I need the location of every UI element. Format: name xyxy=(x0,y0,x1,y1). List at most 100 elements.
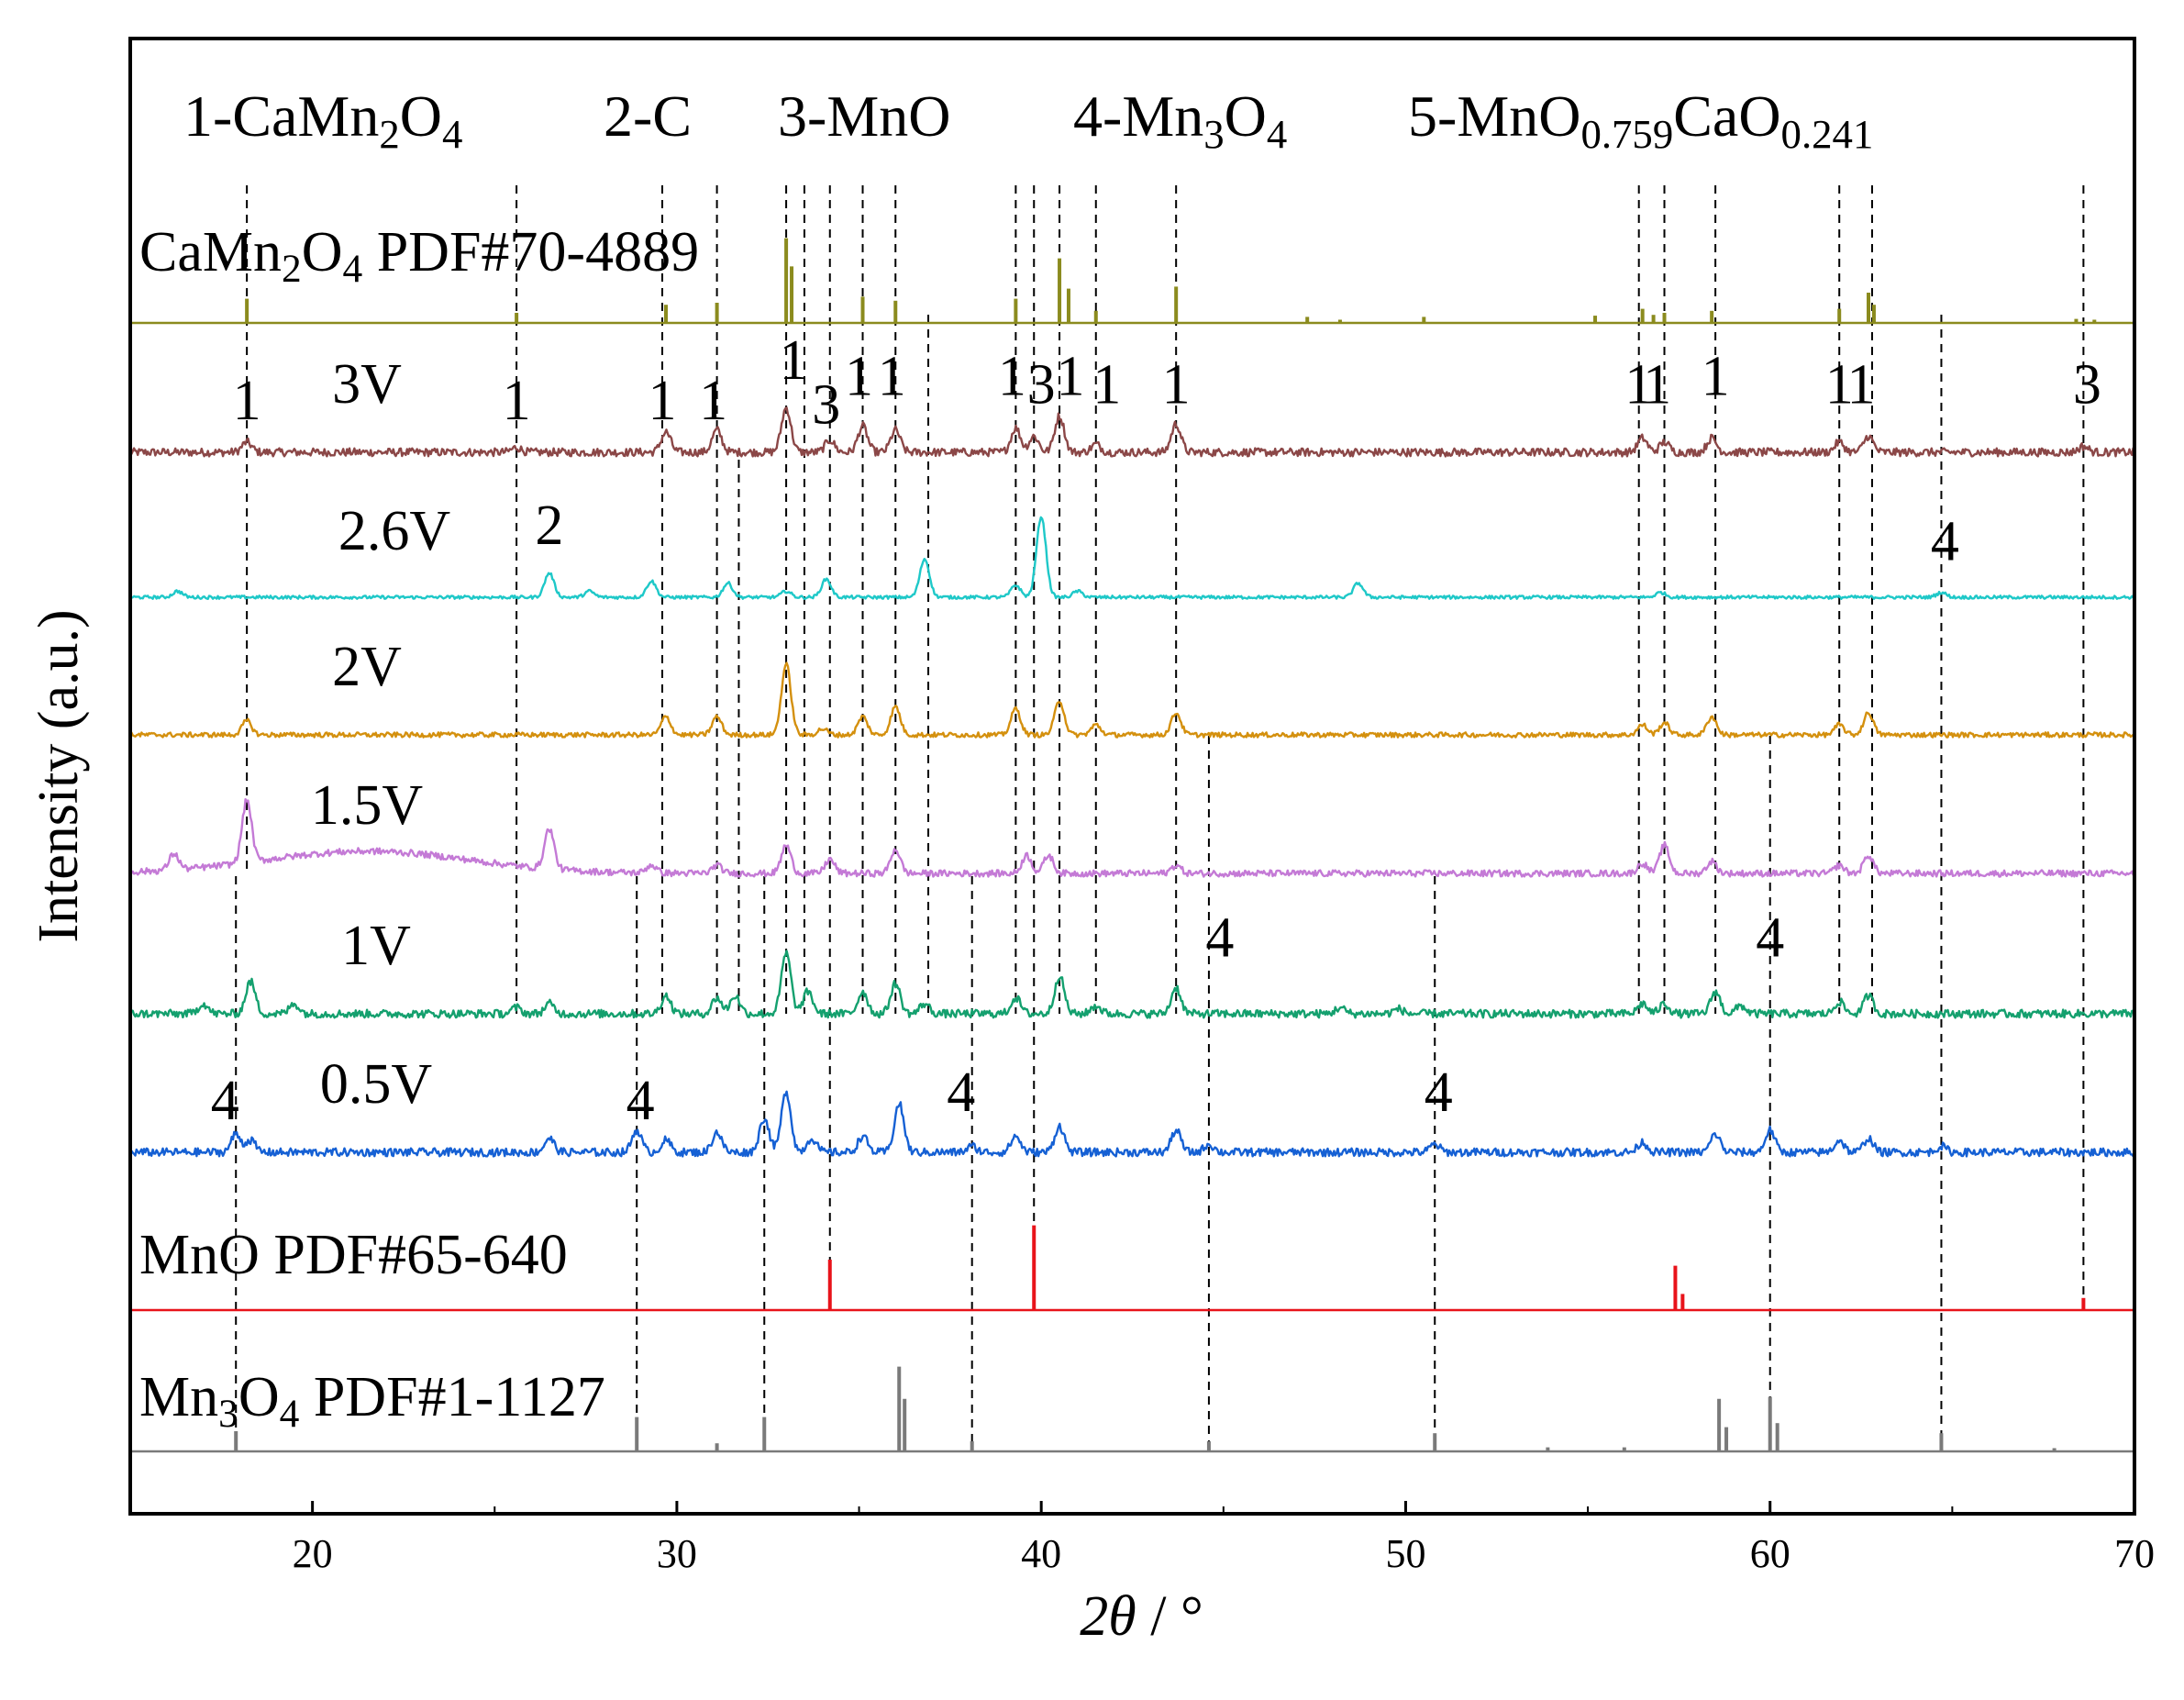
reference-pattern: MnO PDF#65-640 xyxy=(130,1224,2134,1312)
peak-label: 1 xyxy=(649,370,677,432)
chart-legend: 1-CaMn2O4 2-C 3-MnO 4-Mn3O4 5-MnO0.759CaO0.2… xyxy=(183,83,1873,157)
trace-label: 1V xyxy=(341,915,411,977)
xrd-trace: 2V xyxy=(129,636,2135,739)
trace-line xyxy=(129,516,2135,600)
text-run: O xyxy=(302,221,343,283)
peak-label: 1 xyxy=(1825,353,1854,416)
trace-label: 2.6V xyxy=(338,500,451,562)
x-tick-label: 30 xyxy=(657,1531,697,1576)
x-tick-label: 70 xyxy=(2114,1531,2155,1576)
x-tick-label: 40 xyxy=(1021,1531,1061,1576)
legend-entry: 3-MnO xyxy=(778,83,950,149)
subscript: 4 xyxy=(442,111,462,157)
peak-label: 4 xyxy=(1931,511,1959,573)
trace-line xyxy=(129,661,2135,739)
subscript: 3 xyxy=(218,1392,238,1436)
subscript: 4 xyxy=(280,1392,300,1436)
peak-label: 1 xyxy=(998,346,1026,408)
reference-label: MnO PDF#65-640 xyxy=(139,1224,568,1286)
peak-label: 1 xyxy=(503,370,531,432)
peak-label: 1 xyxy=(878,346,906,408)
peak-label: 1 xyxy=(1092,353,1121,416)
y-axis-title: Intensity (a.u.) xyxy=(28,609,90,942)
peak-label: 1 xyxy=(780,329,808,392)
peak-label: 1 xyxy=(1847,353,1876,416)
text-run: CaO xyxy=(1673,83,1780,149)
peak-label: 1 xyxy=(1056,346,1084,408)
subscript: 0.241 xyxy=(1781,111,1874,157)
reference-pattern: CaMn2O4 PDF#70-4889 xyxy=(130,221,2134,325)
text-run: 2- xyxy=(604,83,652,149)
peak-label: 4 xyxy=(211,1070,239,1132)
trace-label: 0.5V xyxy=(320,1053,433,1116)
text-run: CaMn xyxy=(232,83,379,149)
trace-line xyxy=(129,798,2136,878)
x-title-part: / ° xyxy=(1136,1585,1203,1648)
trace-label: 3V xyxy=(332,353,402,416)
subscript: 0.759 xyxy=(1580,111,1673,157)
subscript: 3 xyxy=(1203,111,1224,157)
peak-label: 1 xyxy=(1702,346,1730,408)
peak-label: 1 xyxy=(1624,353,1653,416)
peak-label: 1 xyxy=(1162,353,1191,416)
x-tick-label: 20 xyxy=(293,1531,333,1576)
xrd-traces: 3V 2.6V 2V 1.5V 1V 0.5V xyxy=(128,353,2136,1158)
peak-label: 2 xyxy=(535,494,563,557)
peak-label: 3 xyxy=(812,373,840,436)
reference-patterns: CaMn2O4 PDF#70-4889 MnO PDF#65-640 Mn3O4 P… xyxy=(130,221,2134,1453)
trace-line xyxy=(129,950,2135,1019)
x-axis-title: 2θ / ° xyxy=(1080,1585,1203,1648)
peak-label: 1 xyxy=(233,370,261,432)
peak-label: 4 xyxy=(947,1061,975,1124)
text-run: C xyxy=(652,83,692,149)
xrd-trace: 2.6V xyxy=(129,500,2135,600)
text-run: 4- xyxy=(1073,83,1122,149)
peak-label: 4 xyxy=(1425,1061,1453,1124)
trace-label: 2V xyxy=(332,636,402,698)
text-run: 1- xyxy=(183,83,232,149)
text-run: O xyxy=(400,83,442,149)
peak-label: 3 xyxy=(1027,353,1056,416)
peak-label: 3 xyxy=(2073,353,2101,416)
subscript: 4 xyxy=(342,247,362,291)
peak-label: 1 xyxy=(1643,353,1671,416)
peak-label: 4 xyxy=(1756,907,1784,970)
peak-label: 1 xyxy=(845,346,873,408)
text-run: MnO xyxy=(826,83,950,149)
dashed-guide-lines xyxy=(235,185,2085,1451)
xrd-trace: 3V xyxy=(128,353,2136,458)
reference-label: CaMn2O4 PDF#70-4889 xyxy=(139,221,699,291)
x-tick-label: 50 xyxy=(1385,1531,1425,1576)
x-axis: 20 30 40 50 60 70 xyxy=(129,1501,2155,1576)
xrd-trace: 1V xyxy=(129,915,2135,1019)
reference-label: Mn3O4 PDF#1-1127 xyxy=(139,1366,605,1436)
peak-label: 4 xyxy=(1205,907,1234,970)
peak-label: 4 xyxy=(626,1070,655,1132)
text-run: 3- xyxy=(778,83,826,149)
text-run: PDF#70-4889 xyxy=(362,221,699,283)
text-run: O xyxy=(238,1366,280,1428)
peak-label: 1 xyxy=(699,370,727,432)
text-run: O xyxy=(1225,83,1267,149)
legend-entry: 1-CaMn2O4 xyxy=(183,83,462,157)
xrd-trace: 1.5V xyxy=(129,774,2136,878)
legend-entry: 4-Mn3O4 xyxy=(1073,83,1287,157)
reference-pattern: Mn3O4 PDF#1-1127 xyxy=(130,1366,2134,1453)
text-run: MnO PDF#65-640 xyxy=(139,1224,568,1286)
xrd-trace: 0.5V xyxy=(129,1053,2136,1158)
subscript: 2 xyxy=(379,111,399,157)
peak-labels: 1 1 1 113 1 1 1 3 1 1 1 11 1 11 32 44 44 4 4 4 xyxy=(211,329,2101,1132)
plot-frame xyxy=(128,37,2136,1516)
text-run: 5- xyxy=(1408,83,1457,149)
subscript: 2 xyxy=(282,247,302,291)
text-run: MnO xyxy=(1457,83,1580,149)
x-title-part: 2θ xyxy=(1080,1585,1136,1648)
text-run: PDF#1-1127 xyxy=(299,1366,605,1428)
trace-label: 1.5V xyxy=(311,774,424,837)
subscript: 4 xyxy=(1267,111,1287,157)
trace-line xyxy=(129,1090,2136,1158)
trace-line xyxy=(128,406,2136,458)
x-tick-label: 60 xyxy=(1750,1531,1790,1576)
